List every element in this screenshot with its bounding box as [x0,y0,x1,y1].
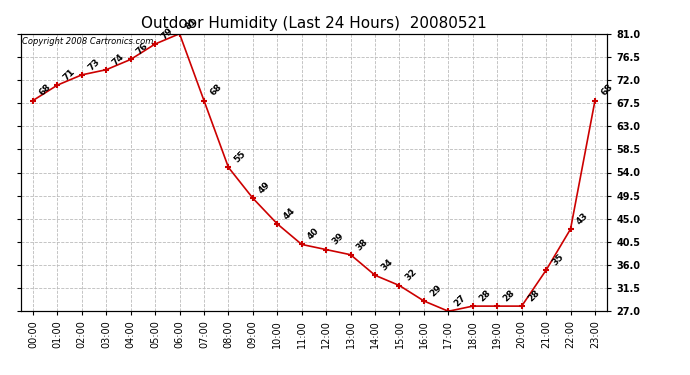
Text: 28: 28 [502,288,517,303]
Title: Outdoor Humidity (Last 24 Hours)  20080521: Outdoor Humidity (Last 24 Hours) 2008052… [141,16,487,31]
Text: 71: 71 [61,67,77,82]
Text: 29: 29 [428,283,444,298]
Text: 43: 43 [575,211,590,226]
Text: 39: 39 [331,231,346,247]
Text: 34: 34 [380,257,395,273]
Text: 28: 28 [526,288,541,303]
Text: 35: 35 [550,252,566,267]
Text: 68: 68 [208,82,224,98]
Text: 76: 76 [135,41,150,57]
Text: Copyright 2008 Cartronics.com: Copyright 2008 Cartronics.com [22,36,153,45]
Text: 68: 68 [599,82,614,98]
Text: 38: 38 [355,237,370,252]
Text: 28: 28 [477,288,492,303]
Text: 32: 32 [404,268,419,283]
Text: 81: 81 [184,16,199,31]
Text: 40: 40 [306,226,321,242]
Text: 68: 68 [37,82,52,98]
Text: 44: 44 [282,206,297,221]
Text: 27: 27 [453,293,468,309]
Text: 73: 73 [86,57,101,72]
Text: 55: 55 [233,149,248,165]
Text: 79: 79 [159,26,175,41]
Text: 49: 49 [257,180,273,195]
Text: 74: 74 [110,52,126,67]
